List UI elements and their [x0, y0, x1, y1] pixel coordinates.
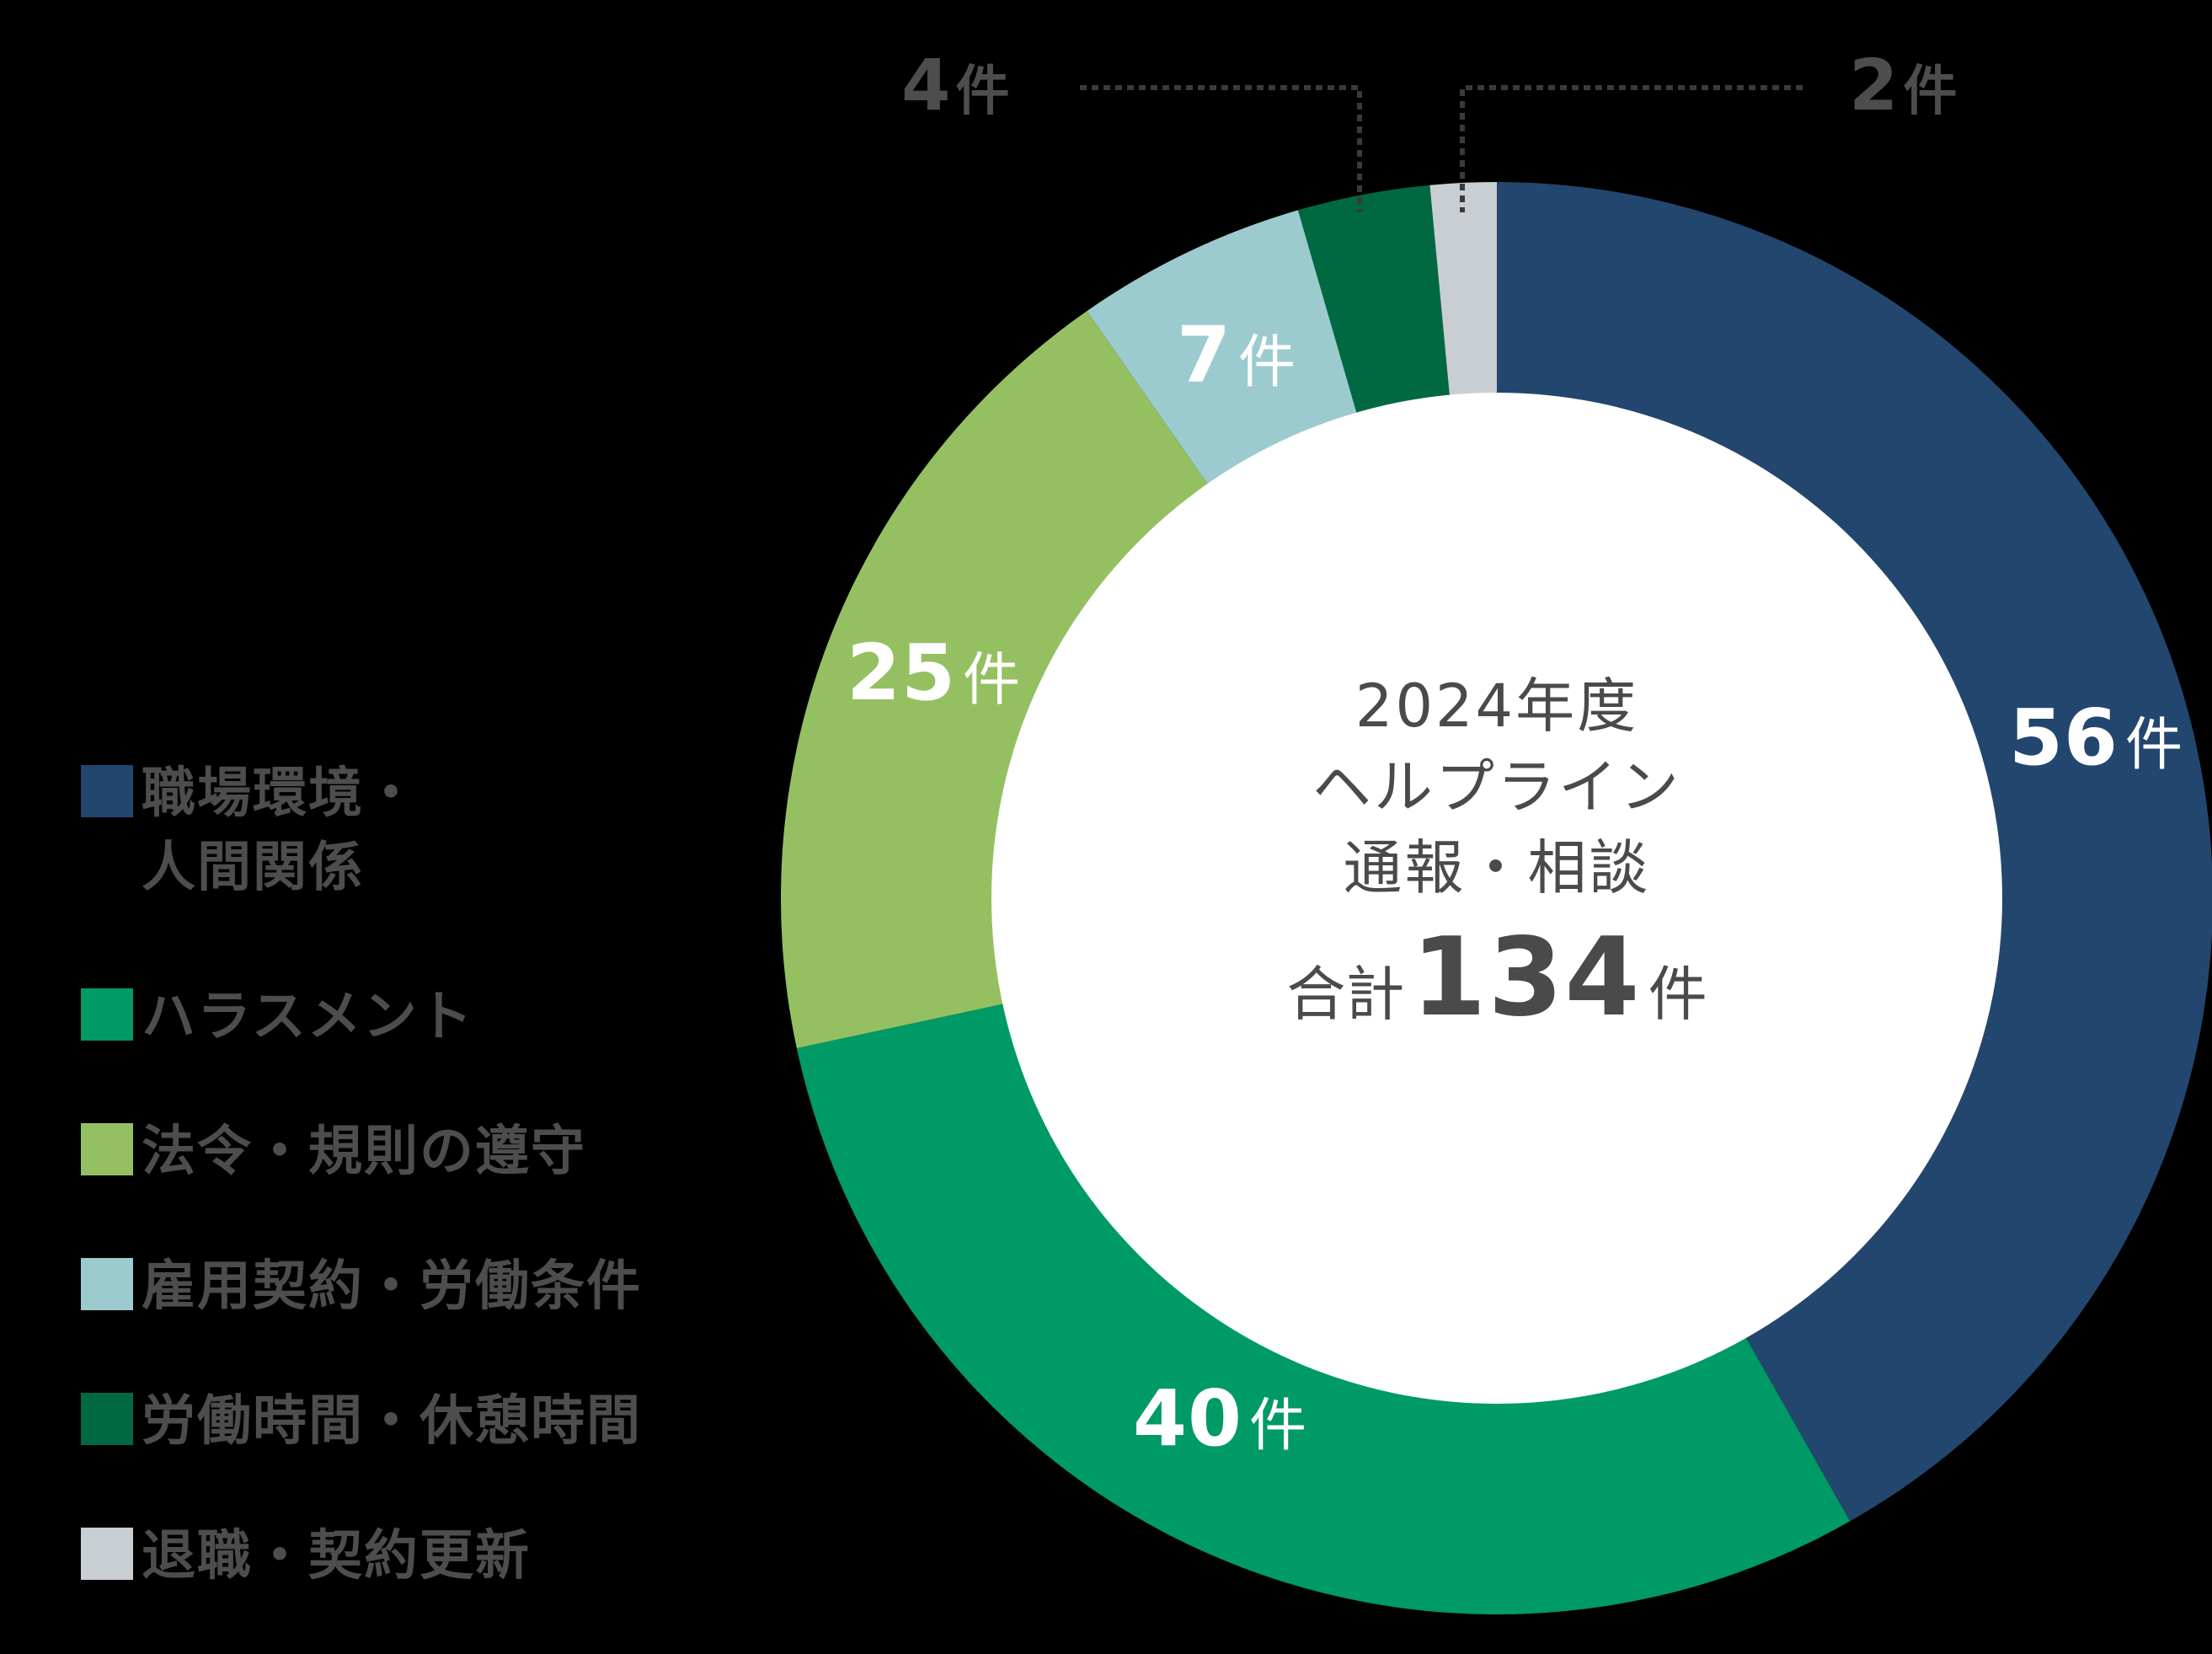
slice-unit: 件 [963, 647, 1021, 714]
legend-label: 労働時間・休憩時間 [142, 1390, 642, 1453]
legend-item-harassment: ハラスメント [81, 980, 642, 1115]
legend-item-retirement: 退職・契約更新 [81, 1519, 642, 1654]
total-prefix: 合計 [1286, 960, 1405, 1029]
legend-item-working-hours: 労働時間・休憩時間 [81, 1384, 642, 1519]
legend-item-employment-contract: 雇用契約・労働条件 [81, 1250, 642, 1384]
legend-swatch [81, 1528, 133, 1580]
slice-value: 7 [1177, 310, 1232, 400]
legend-swatch [81, 1393, 133, 1445]
slice-unit: 件 [1238, 329, 1296, 396]
legend: 職場環境・ 人間関係 ハラスメント 法令・規則の遵守 雇用契約・労働条件 労働時… [81, 757, 642, 1654]
slice-label-25: 25 件 [847, 628, 1020, 718]
center-report-consult: 通報・相談 [1343, 833, 1651, 902]
slice-label-40: 40 件 [1133, 1373, 1306, 1464]
legend-swatch [81, 1258, 133, 1310]
total-unit: 件 [1648, 960, 1707, 1029]
slice-value: 25 [847, 628, 957, 718]
donut-center-label: 2024年度 ヘルプライン 通報・相談 合計134 件 [1244, 666, 1750, 1057]
legend-swatch [81, 988, 133, 1041]
callout-unit: 件 [1903, 61, 1958, 123]
callout-2: 2件 [1849, 44, 1957, 126]
slice-value: 56 [2009, 693, 2119, 783]
slice-unit: 件 [2125, 712, 2183, 779]
leader-line-4 [1080, 85, 1362, 212]
center-year: 2024年度 [1354, 672, 1639, 741]
legend-label: 退職・契約更新 [142, 1525, 531, 1587]
legend-item-workplace: 職場環境・ 人間関係 [81, 757, 642, 980]
callout-value: 2 [1849, 44, 1899, 126]
total-value: 134 [1411, 915, 1642, 1041]
legend-label: 法令・規則の遵守 [142, 1121, 586, 1183]
callout-4: 4件 [901, 44, 1009, 126]
legend-swatch [81, 765, 133, 817]
callout-unit: 件 [955, 61, 1010, 123]
legend-item-compliance: 法令・規則の遵守 [81, 1115, 642, 1250]
donut-hole [991, 393, 2002, 1404]
legend-label: 雇用契約・労働条件 [142, 1255, 642, 1318]
legend-swatch [81, 1123, 133, 1175]
slice-label-56: 56 件 [2009, 693, 2183, 783]
legend-label: 職場環境・ 人間関係 [142, 763, 419, 899]
center-helpline: ヘルプライン [1312, 752, 1681, 822]
legend-label: ハラスメント [142, 986, 474, 1048]
callout-value: 4 [901, 44, 951, 126]
slice-unit: 件 [1249, 1393, 1307, 1459]
slice-value: 40 [1133, 1373, 1243, 1464]
center-total: 合計134 件 [1244, 915, 1750, 1057]
